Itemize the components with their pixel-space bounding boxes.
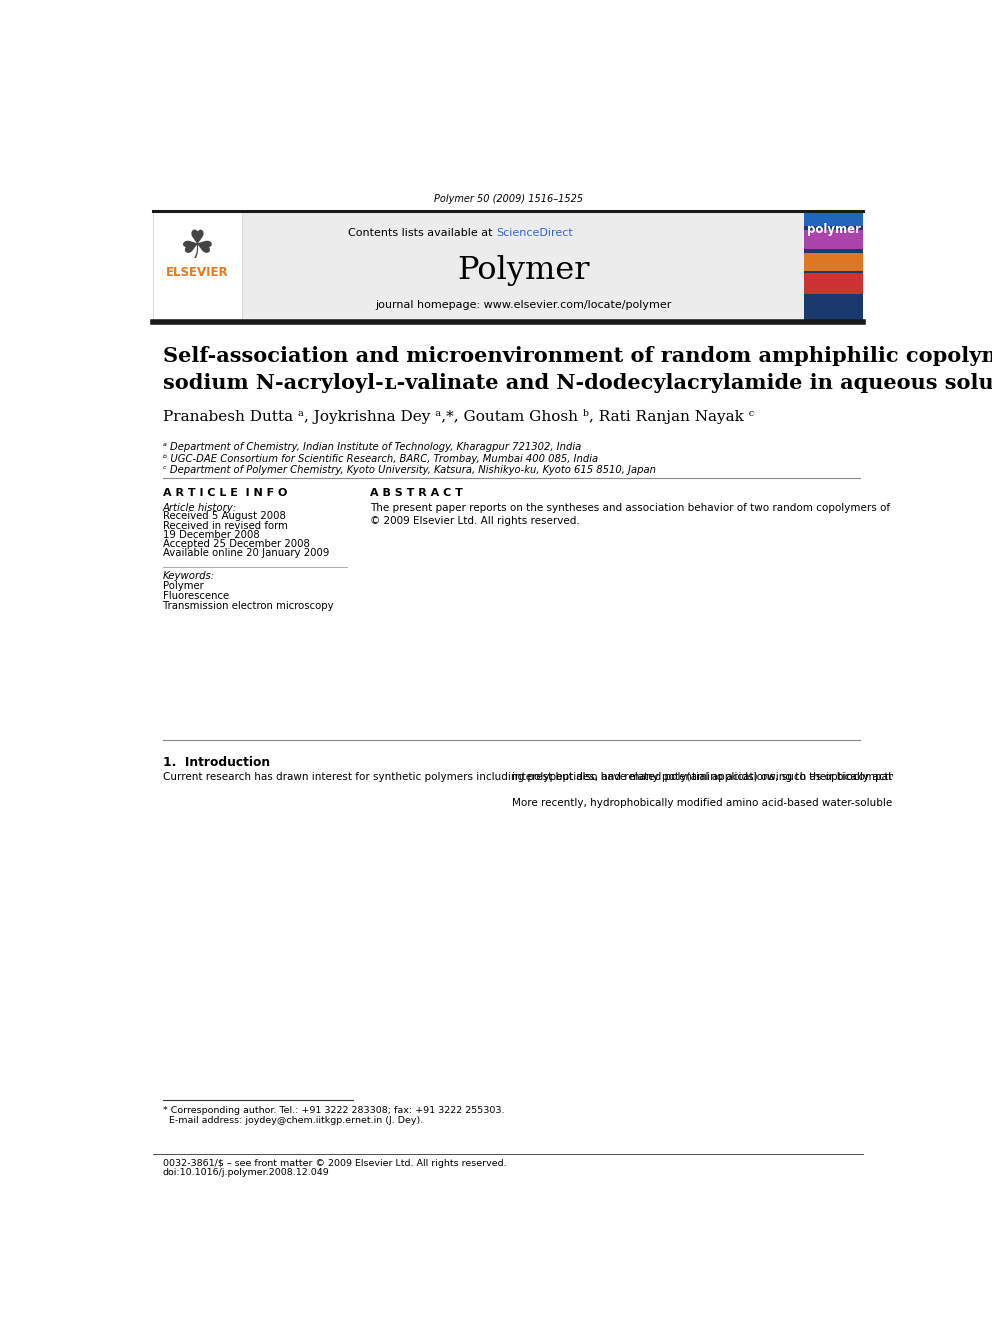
Text: Transmission electron microscopy: Transmission electron microscopy bbox=[163, 601, 333, 611]
Bar bbox=[242, 212, 805, 320]
Text: doi:10.1016/j.polymer.2008.12.049: doi:10.1016/j.polymer.2008.12.049 bbox=[163, 1168, 329, 1177]
Bar bbox=[805, 212, 863, 321]
Text: sodium N-acryloyl-ʟ-valinate and N-dodecylacrylamide in aqueous solution: sodium N-acryloyl-ʟ-valinate and N-dodec… bbox=[163, 373, 992, 393]
Text: Received 5 August 2008: Received 5 August 2008 bbox=[163, 512, 286, 521]
Text: Polymer: Polymer bbox=[457, 255, 589, 286]
Bar bbox=[805, 253, 863, 271]
Text: 19 December 2008: 19 December 2008 bbox=[163, 531, 260, 540]
Text: ☘: ☘ bbox=[181, 229, 215, 266]
Bar bbox=[805, 210, 863, 226]
Text: Received in revised form: Received in revised form bbox=[163, 521, 288, 531]
Text: Contents lists available at: Contents lists available at bbox=[348, 228, 496, 238]
Bar bbox=[805, 230, 863, 249]
Text: ELSEVIER: ELSEVIER bbox=[167, 266, 229, 279]
Text: Keywords:: Keywords: bbox=[163, 570, 215, 581]
Bar bbox=[154, 212, 242, 321]
Text: Polymer 50 (2009) 1516–1525: Polymer 50 (2009) 1516–1525 bbox=[434, 193, 583, 204]
Text: Self-association and microenvironment of random amphiphilic copolymers of: Self-association and microenvironment of… bbox=[163, 345, 992, 366]
Text: 0032-3861/$ – see front matter © 2009 Elsevier Ltd. All rights reserved.: 0032-3861/$ – see front matter © 2009 El… bbox=[163, 1159, 506, 1168]
Text: Pranabesh Dutta ᵃ, Joykrishna Dey ᵃ,*, Goutam Ghosh ᵇ, Rati Ranjan Nayak ᶜ: Pranabesh Dutta ᵃ, Joykrishna Dey ᵃ,*, G… bbox=[163, 409, 754, 423]
Text: Article history:: Article history: bbox=[163, 503, 237, 513]
Text: The present paper reports on the syntheses and association behavior of two rando: The present paper reports on the synthes… bbox=[370, 503, 992, 527]
Text: Fluorescence: Fluorescence bbox=[163, 591, 229, 601]
Text: interest but also have many potential applications, such as optically active ads: interest but also have many potential ap… bbox=[512, 771, 992, 808]
Text: Accepted 25 December 2008: Accepted 25 December 2008 bbox=[163, 540, 310, 549]
Text: ScienceDirect: ScienceDirect bbox=[496, 228, 572, 238]
Text: 1.  Introduction: 1. Introduction bbox=[163, 755, 270, 769]
Text: ᵇ UGC-DAE Consortium for Scientific Research, BARC, Trombay, Mumbai 400 085, Ind: ᵇ UGC-DAE Consortium for Scientific Rese… bbox=[163, 454, 598, 463]
Text: ᵃ Department of Chemistry, Indian Institute of Technology, Kharagpur 721302, Ind: ᵃ Department of Chemistry, Indian Instit… bbox=[163, 442, 581, 452]
Text: ᶜ Department of Polymer Chemistry, Kyoto University, Katsura, Nishikyo-ku, Kyoto: ᶜ Department of Polymer Chemistry, Kyoto… bbox=[163, 466, 656, 475]
Text: Polymer: Polymer bbox=[163, 581, 203, 591]
Text: polymer: polymer bbox=[806, 224, 861, 235]
Bar bbox=[805, 273, 863, 294]
Text: * Corresponding author. Tel.: +91 3222 283308; fax: +91 3222 255303.: * Corresponding author. Tel.: +91 3222 2… bbox=[163, 1106, 504, 1115]
Text: journal homepage: www.elsevier.com/locate/polymer: journal homepage: www.elsevier.com/locat… bbox=[375, 300, 672, 310]
Text: Available online 20 January 2009: Available online 20 January 2009 bbox=[163, 548, 329, 558]
Text: Current research has drawn interest for synthetic polymers including polypeptide: Current research has drawn interest for … bbox=[163, 771, 992, 782]
Text: E-mail address: joydey@chem.iitkgp.ernet.in (J. Dey).: E-mail address: joydey@chem.iitkgp.ernet… bbox=[163, 1115, 423, 1125]
Text: A B S T R A C T: A B S T R A C T bbox=[370, 488, 463, 499]
Text: A R T I C L E  I N F O: A R T I C L E I N F O bbox=[163, 488, 287, 499]
